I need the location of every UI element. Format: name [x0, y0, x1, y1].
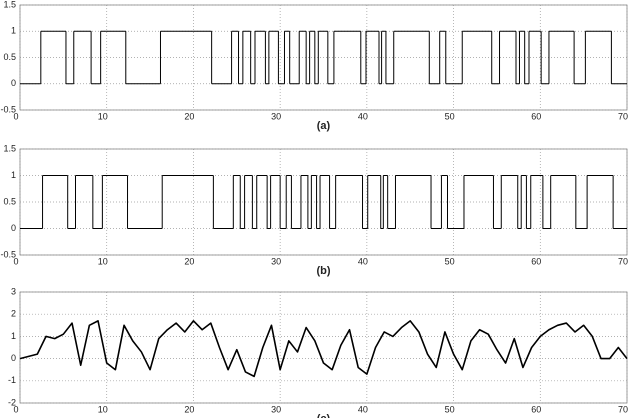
panel-label: (c): [317, 413, 331, 418]
y-tick-label: -0.5: [0, 104, 16, 114]
plot-frame: [19, 291, 628, 404]
x-tick-label: 50: [445, 111, 455, 121]
y-tick-label: 1: [11, 170, 16, 180]
x-tick-label: 10: [98, 111, 108, 121]
y-tick-label: 0: [11, 223, 16, 233]
y-tick-label: 0: [11, 78, 16, 88]
x-tick-label: 40: [358, 404, 368, 414]
x-tick-label: 50: [445, 256, 455, 266]
x-tick-label: 10: [98, 404, 108, 414]
y-tick-label: 1: [11, 26, 16, 36]
x-tick-label: 30: [271, 111, 281, 121]
x-tick-label: 30: [271, 256, 281, 266]
x-tick-label: 20: [184, 111, 194, 121]
x-tick-label: 40: [358, 256, 368, 266]
x-tick-label: 20: [184, 256, 194, 266]
plot-frame: [19, 4, 628, 111]
panel-label: (a): [317, 120, 331, 132]
x-tick-label: 20: [184, 404, 194, 414]
x-tick-label: 30: [271, 404, 281, 414]
y-tick-label: 1: [11, 331, 16, 341]
y-tick-label: 1.5: [3, 143, 16, 153]
y-tick-label: 0.5: [3, 52, 16, 62]
x-tick-label: 50: [445, 404, 455, 414]
x-tick-label: 10: [98, 256, 108, 266]
y-tick-label: 1.5: [3, 0, 16, 9]
x-tick-label: 0: [13, 404, 18, 414]
x-tick-label: 60: [531, 256, 541, 266]
y-tick-label: 3: [11, 286, 16, 296]
x-tick-label: 70: [618, 404, 628, 414]
y-tick-label: 0: [11, 353, 16, 363]
x-tick-label: 60: [531, 404, 541, 414]
x-tick-label: 70: [618, 111, 628, 121]
panel-label: (b): [316, 265, 330, 277]
y-tick-label: -2: [8, 397, 16, 407]
x-tick-label: 0: [13, 111, 18, 121]
y-tick-label: -0.5: [0, 249, 16, 259]
plot-frame: [19, 148, 628, 256]
signal-line: [19, 320, 628, 378]
x-tick-label: 40: [358, 111, 368, 121]
x-tick-label: 60: [531, 111, 541, 121]
y-tick-label: -1: [8, 375, 16, 385]
x-tick-label: 70: [618, 256, 628, 266]
x-tick-label: 0: [13, 256, 18, 266]
y-tick-label: 0.5: [3, 196, 16, 206]
y-tick-label: 2: [11, 309, 16, 319]
